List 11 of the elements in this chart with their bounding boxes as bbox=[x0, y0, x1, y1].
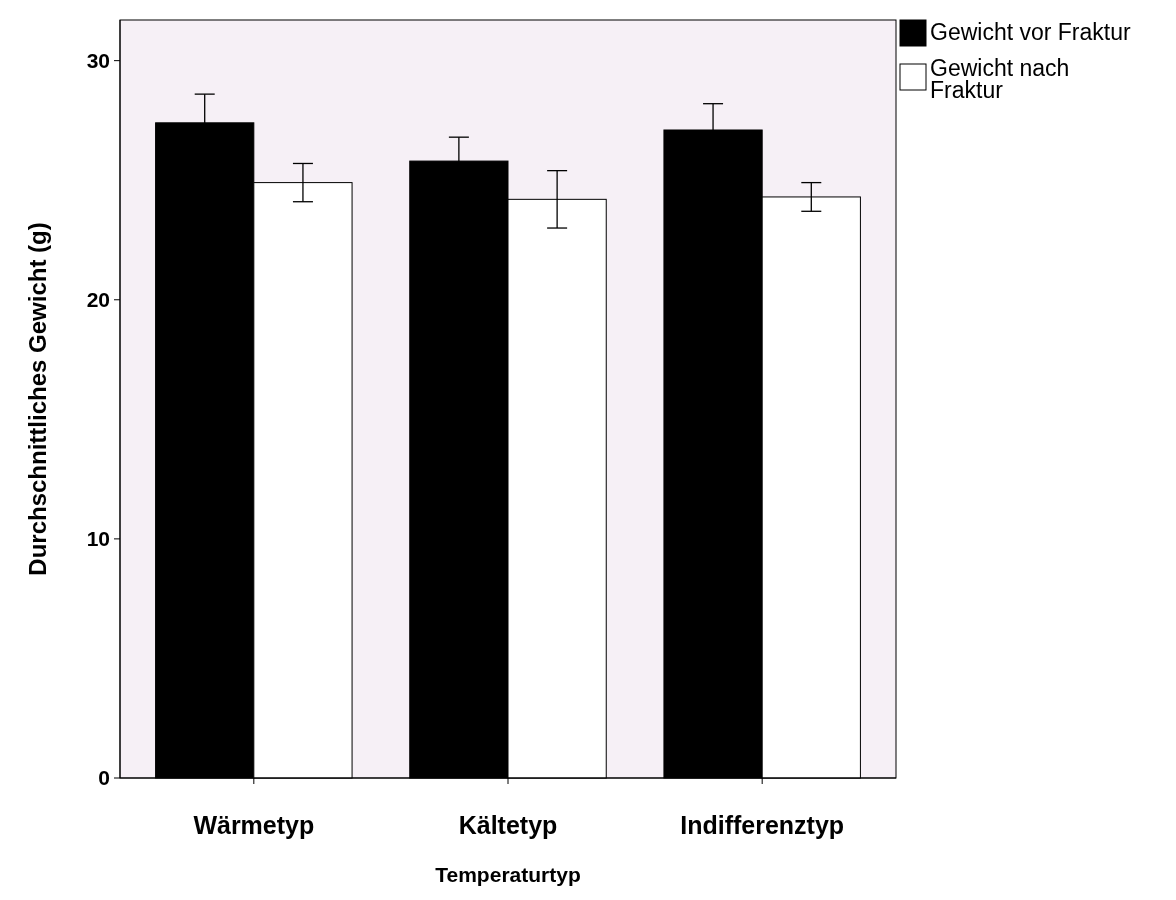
x-tick-label: Indifferenztyp bbox=[680, 811, 845, 839]
y-tick-label: 10 bbox=[86, 527, 110, 551]
x-tick-label: Wärmetyp bbox=[193, 811, 315, 839]
y-tick-label: 20 bbox=[86, 288, 110, 312]
y-tick-label: 30 bbox=[86, 49, 110, 72]
y-axis-title: Durchschnittliches Gewicht (g) bbox=[24, 222, 51, 576]
x-axis-title: Temperaturtyp bbox=[435, 863, 581, 886]
y-tick-label: 0 bbox=[98, 766, 110, 790]
legend-label: Gewicht vor Fraktur bbox=[930, 19, 1131, 45]
legend-label: Gewicht nach Fraktur bbox=[930, 55, 1070, 103]
x-tick-label: Kältetyp bbox=[458, 811, 558, 839]
